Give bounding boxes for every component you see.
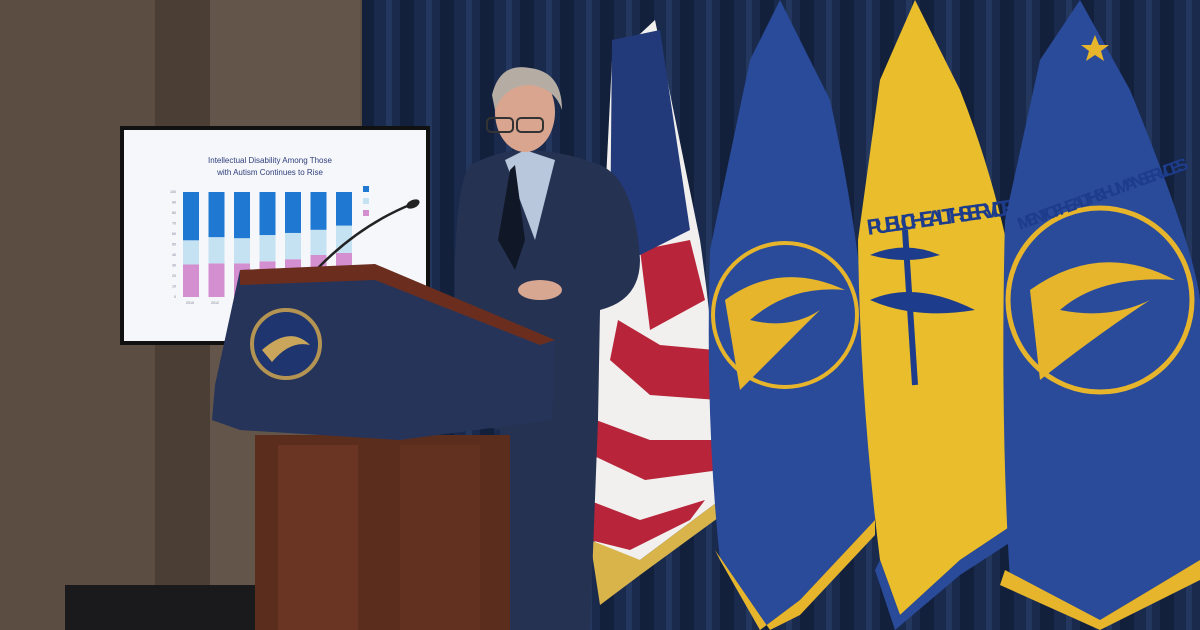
bar-segment xyxy=(259,192,276,236)
bar-segment xyxy=(183,192,199,241)
microphone xyxy=(317,202,413,269)
bar-segment xyxy=(234,238,250,264)
bar-segment xyxy=(208,192,225,238)
podium xyxy=(212,264,555,630)
y-tick-label: 0 xyxy=(174,295,176,299)
screen-title-line1: Intellectual Disability Among Those xyxy=(208,156,332,165)
y-tick-label: 100 xyxy=(170,190,176,194)
y-tick-label: 50 xyxy=(172,243,176,247)
legend-swatch xyxy=(363,210,369,216)
bar-segment xyxy=(310,192,327,230)
legend-swatch xyxy=(363,198,369,204)
legend-swatch xyxy=(363,186,369,192)
phs-flag: PUBLIC HEALTH SERVICE xyxy=(858,0,1037,630)
screen-title-line2: with Autism Continues to Rise xyxy=(216,168,323,177)
y-tick-label: 10 xyxy=(172,285,176,289)
y-tick-label: 80 xyxy=(172,211,176,215)
hhs-flag: MENT OF HEALTH & HUMAN SERVICES xyxy=(1000,0,1200,630)
bar-segment xyxy=(285,192,301,233)
bar-segment xyxy=(234,192,250,239)
y-tick-label: 60 xyxy=(172,232,176,236)
us-flag xyxy=(588,20,722,605)
bar-segment xyxy=(183,264,199,297)
bar-segment xyxy=(208,237,225,264)
y-tick-label: 40 xyxy=(172,253,176,257)
x-tick-label: 2010 xyxy=(186,301,194,305)
y-tick-label: 20 xyxy=(172,274,176,278)
y-tick-label: 30 xyxy=(172,264,176,268)
bar-segment xyxy=(336,192,352,226)
hhs-flag xyxy=(708,0,875,630)
microphone-head xyxy=(406,199,420,209)
bar-segment xyxy=(183,240,199,265)
bar-segment xyxy=(310,229,327,255)
y-tick-label: 70 xyxy=(172,222,176,226)
floor-object xyxy=(65,585,260,630)
bar-segment xyxy=(259,235,276,262)
y-tick-label: 90 xyxy=(172,201,176,205)
x-tick-label: 2012 xyxy=(211,301,219,305)
bar-segment xyxy=(208,263,225,297)
bar-segment xyxy=(285,232,301,260)
